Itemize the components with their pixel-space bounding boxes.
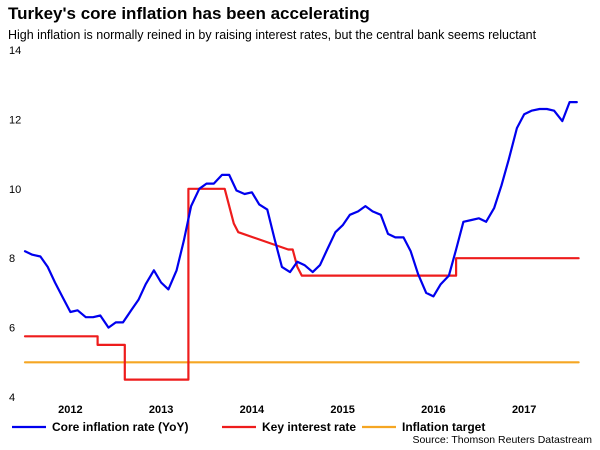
x-tick-label: 2014: [240, 404, 265, 416]
y-tick-label: 6: [9, 323, 15, 335]
chart-title: Turkey's core inflation has been acceler…: [8, 4, 370, 23]
y-tick-label: 12: [9, 114, 21, 126]
y-tick-label: 8: [9, 253, 15, 265]
series-lines: [23, 100, 580, 381]
chart-subtitle: High inflation is normally reined in by …: [8, 28, 537, 42]
legend-label-0: Core inflation rate (YoY): [52, 420, 188, 434]
legend: Core inflation rate (YoY) Key interest ra…: [12, 420, 485, 434]
x-tick-label: 2017: [512, 404, 536, 416]
chart-source: Source: Thomson Reuters Datastream: [412, 434, 592, 446]
x-tick-label: 2016: [421, 404, 445, 416]
x-axis: 2012 2013 2014 2015 2016 2017: [58, 404, 536, 416]
x-tick-label: 2015: [330, 404, 354, 416]
x-tick-label: 2013: [149, 404, 173, 416]
y-axis: 4 6 8 10 12 14: [9, 45, 21, 404]
legend-label-2: Inflation target: [402, 420, 485, 434]
series-line-0: [23, 100, 578, 329]
y-tick-label: 4: [9, 392, 15, 404]
series-line-1: [23, 187, 580, 381]
legend-label-1: Key interest rate: [262, 420, 356, 434]
x-tick-label: 2012: [58, 404, 82, 416]
y-tick-label: 14: [9, 45, 21, 57]
y-tick-label: 10: [9, 184, 21, 196]
